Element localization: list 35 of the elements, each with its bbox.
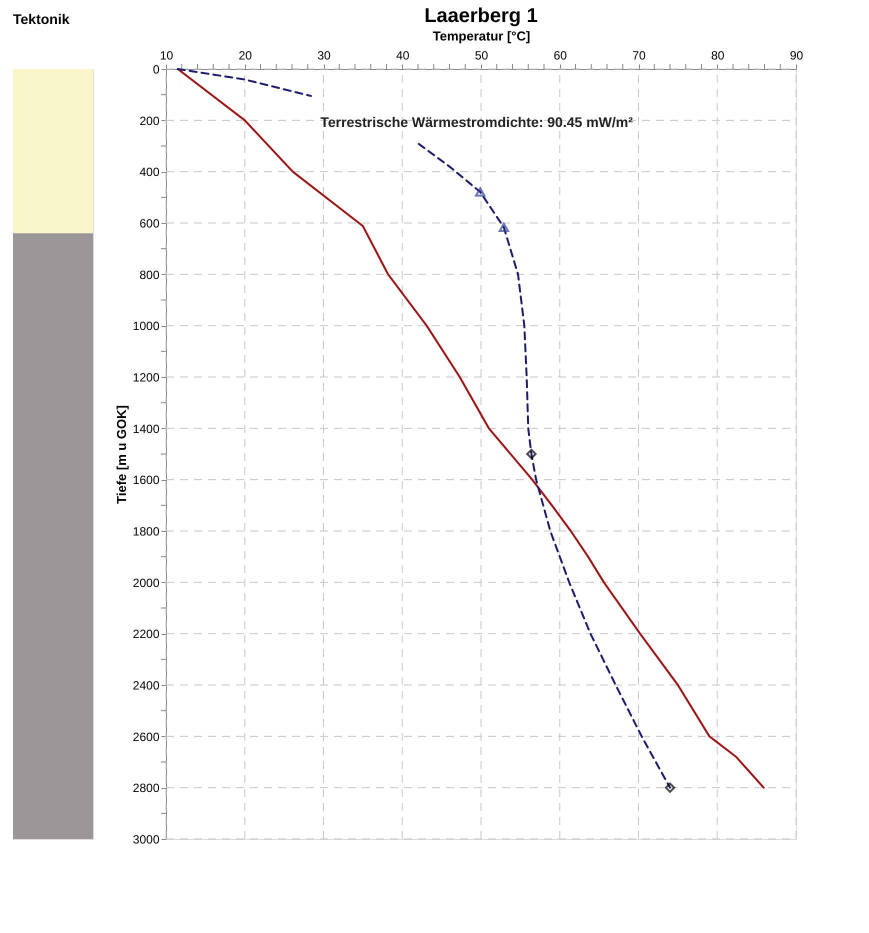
y-tick-label: 2200 (132, 627, 160, 642)
x-tick-label: 40 (396, 48, 410, 62)
y-tick-label: 200 (139, 114, 160, 128)
point (526, 448, 537, 460)
x-axis-title: Temperatur [°C] (432, 28, 530, 44)
chart-title: Tektonik (13, 11, 70, 27)
y-tick-label: 1200 (132, 370, 160, 384)
annotation: Terrestrische Wärmestromdichte: 90.45 mW/m² (320, 114, 634, 130)
y-axis-title: Tiefe [m u GOK] (114, 405, 129, 504)
y-tick-label: 1600 (132, 473, 160, 488)
y-tick-label: 800 (139, 268, 160, 282)
y-tick-label: 2400 (132, 678, 160, 692)
x-tick-label: 70 (632, 48, 646, 62)
x-tick-label: 60 (554, 48, 568, 62)
y-tick-label: 1400 (132, 422, 160, 436)
x-tick-label: 50 (474, 48, 488, 62)
line-series (176, 68, 765, 789)
chart-title: Laaerberg 1 (424, 5, 538, 27)
point (664, 782, 676, 793)
y-tick-label: 2800 (132, 781, 160, 796)
y-tick-label: 2600 (132, 730, 160, 744)
y-tick-label: 0 (152, 62, 160, 76)
y-tick-label: 1000 (132, 319, 160, 334)
x-tick-label: 90 (790, 48, 804, 62)
y-tick-label: 400 (139, 165, 160, 180)
y-tick-label: 1800 (132, 524, 160, 538)
x-tick-label: 30 (317, 48, 331, 62)
y-tick-label: 600 (139, 216, 160, 230)
x-tick-label: 20 (238, 48, 252, 62)
x-tick-label: 10 (160, 48, 174, 62)
point (475, 187, 486, 197)
x-tick-label: 80 (711, 48, 725, 62)
y-tick-label: 3000 (132, 832, 160, 846)
point (498, 222, 510, 232)
y-tick-label: 2000 (132, 576, 160, 590)
